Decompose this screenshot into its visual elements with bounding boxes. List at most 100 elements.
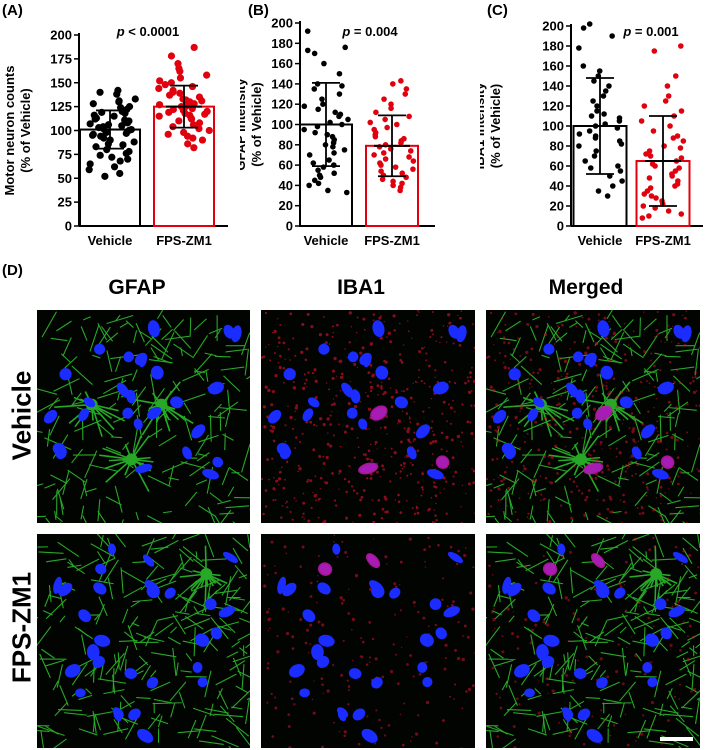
y-tick-label: 20 [550,199,564,214]
y-tick-label: 200 [50,28,72,43]
y-tick-label: 150 [50,75,72,90]
data-point [336,113,342,120]
data-point [332,109,339,116]
y-tick-label: 160 [542,59,564,74]
data-point [670,135,677,141]
chart-a: Motor neuron counts(% of Vehicle) 0 25 50 75… [2,24,228,248]
data-point [88,131,97,139]
data-point [315,180,322,187]
category-label: FPS-ZM1 [364,233,420,248]
data-point [592,135,599,141]
data-point [336,70,343,77]
data-point [594,103,600,109]
data-point [601,111,607,117]
data-point [667,123,673,129]
data-point [189,121,198,129]
data-point [390,182,396,189]
y-tick-label: 25 [58,195,72,210]
data-point [317,174,324,181]
data-point [118,122,126,130]
y-axis-label: GFAP Intensity(% of Vehicle) [240,78,264,171]
y-tick-label: 40 [550,179,564,194]
data-point [367,119,374,126]
data-point [664,83,671,89]
data-point [319,96,325,102]
data-point [576,131,583,137]
data-point [381,96,387,102]
data-point [330,162,337,168]
data-point [576,143,582,149]
data-point [155,84,163,93]
y-axis-label: IBA1 Intensity(% of Vehicle) [480,82,503,169]
data-point [320,101,326,107]
data-point [304,47,311,54]
y-axis-label: Motor neuron counts(% of Vehicle) [2,66,33,196]
data-point [205,126,213,135]
data-point [343,189,350,196]
data-point [372,133,379,140]
data-point [331,150,337,156]
data-point [201,110,209,118]
data-point [86,160,94,168]
data-point [407,148,414,154]
data-point [130,138,138,146]
data-point [312,129,318,136]
chart-b: GFAP Intensity(% of Vehicle) 0 20 40 60 80 100… [240,16,435,248]
y-tick-label: 175 [50,51,72,66]
data-point [652,163,658,169]
y-tick-label: 120 [271,97,293,112]
y-tick-label: 200 [271,16,293,31]
data-point [161,81,169,89]
data-point [399,170,406,177]
data-point [382,116,388,123]
data-point [388,105,394,112]
data-point [166,91,174,99]
data-point [378,168,384,174]
data-point [96,151,104,159]
data-point [124,155,132,163]
iba1-signal [261,310,475,523]
category-label: FPS-ZM1 [156,233,212,248]
data-point [342,44,348,51]
y-tick-label: 200 [542,19,564,34]
data-point [113,90,121,98]
data-point [311,86,318,92]
data-point [325,187,331,194]
column-header-gfap: GFAP [108,276,166,299]
category-label: FPS-ZM1 [635,233,691,248]
y-tick-label: 180 [271,36,293,51]
micrograph-vehicle-gfap [37,310,250,523]
data-point [315,167,321,173]
data-point [85,166,93,174]
data-point [640,203,647,209]
data-point [301,126,307,133]
data-point [403,174,409,181]
data-point [410,166,416,172]
data-point [119,141,127,149]
data-point [582,158,589,164]
data-point [96,88,104,96]
p-value-label: p = 0.001 [622,24,678,39]
data-point [643,151,649,157]
row-header-fps-zm1: FPS-ZM1 [6,571,37,684]
data-point [101,172,109,180]
data-point [345,116,351,123]
data-point [677,145,684,151]
data-point [617,168,624,174]
data-point [580,25,587,31]
data-point [403,86,410,92]
data-point [388,101,394,107]
data-point [382,156,389,162]
data-point [91,115,99,123]
data-point [100,134,108,142]
micrograph-vehicle-merged [486,310,700,523]
data-point [665,208,672,214]
data-point [595,188,602,194]
data-point [86,120,94,128]
data-point [646,213,652,219]
data-point [600,93,607,99]
data-point [618,141,625,147]
data-point [615,163,621,169]
data-point [390,81,396,87]
data-point [639,215,646,221]
